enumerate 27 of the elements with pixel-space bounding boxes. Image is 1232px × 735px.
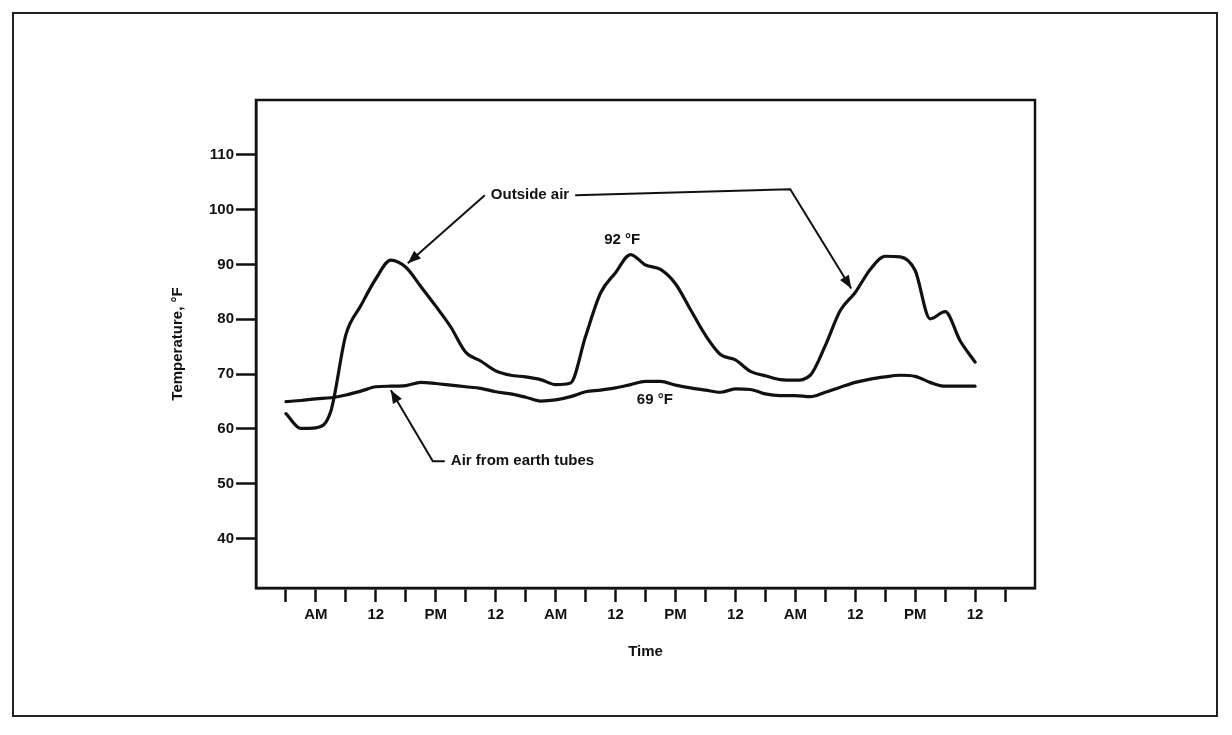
annotation: 92 °F [604,230,641,248]
x-tick-label: 12 [966,605,984,623]
y-tick-label: 50 [217,473,234,491]
y-tick-label: 100 [208,199,234,217]
x-tick-label: AM [783,605,807,623]
x-tick-label: AM [543,605,568,623]
y-tick-label: 60 [217,419,234,437]
y-tick-label: 70 [217,364,234,382]
y-tick-label: 110 [209,144,234,162]
text: Outside air [490,185,570,203]
x-tick-label: 12 [846,605,864,623]
line-series [284,253,977,431]
text: Air from earth tubes [450,451,595,469]
x-tick-label: AM [304,605,328,623]
x-tick-label: PM [664,605,687,623]
x-tick-label: 12 [607,605,624,623]
x-tick-label: 12 [727,605,744,623]
y-axis-title: Temperature, °F [168,287,186,401]
y-tick-label: 80 [217,309,234,327]
x-tick-label: 12 [487,605,505,623]
y-tick-label: 40 [217,528,234,546]
y-tick-label: 90 [217,254,234,272]
x-tick-label: 12 [367,605,385,623]
x-tick-label: PM [424,605,448,623]
annotation: 69 °F [636,390,673,408]
x-axis-title: Time [628,642,663,660]
x-tick-label: PM [903,605,927,623]
